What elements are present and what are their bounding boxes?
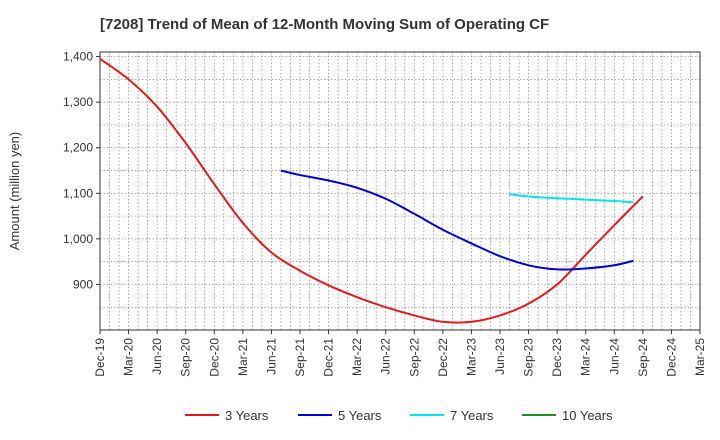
x-tick-label: Dec-19 <box>93 338 107 377</box>
x-tick-label: Mar-24 <box>579 338 593 376</box>
x-tick-label: Mar-22 <box>350 338 364 376</box>
x-tick-label: Jun-22 <box>379 338 393 375</box>
series-line-3-years <box>99 58 644 324</box>
y-tick-label: 1,400 <box>63 50 93 64</box>
grid <box>100 52 700 330</box>
x-tick-label: Jun-23 <box>493 338 507 375</box>
legend-label: 5 Years <box>338 408 382 423</box>
x-tick-label: Jun-21 <box>264 338 278 375</box>
series-line-7-years <box>509 193 634 204</box>
x-tick-label: Dec-23 <box>550 338 564 377</box>
y-tick-label: 1,100 <box>63 186 93 200</box>
legend: 3 Years 5 Years 7 Years 10 Years <box>185 408 613 423</box>
y-axis-label: Amount (million yen) <box>7 132 22 251</box>
x-tick-label: Mar-23 <box>464 338 478 376</box>
y-axis-ticks: 900 1,000 1,100 1,200 1,300 1,400 <box>63 50 100 291</box>
x-tick-label: Dec-21 <box>322 338 336 377</box>
x-tick-label: Dec-22 <box>436 338 450 377</box>
x-tick-label: Sep-20 <box>179 338 193 377</box>
x-tick-label: Dec-20 <box>207 338 221 377</box>
x-tick-label: Dec-24 <box>664 338 678 377</box>
series-line-5-years <box>280 169 634 271</box>
x-tick-label: Mar-20 <box>122 338 136 376</box>
x-tick-label: Jun-24 <box>607 338 621 375</box>
series-lines <box>99 58 644 324</box>
y-tick-label: 1,300 <box>63 95 93 109</box>
x-tick-label: Jun-20 <box>150 338 164 375</box>
legend-label: 7 Years <box>450 408 494 423</box>
y-tick-label: 1,200 <box>63 141 93 155</box>
y-tick-label: 900 <box>73 277 93 291</box>
y-tick-label: 1,000 <box>63 232 93 246</box>
plot-frame <box>99 51 701 331</box>
x-tick-label: Sep-23 <box>522 338 536 377</box>
x-tick-label: Mar-25 <box>693 338 707 376</box>
chart-title: [7208] Trend of Mean of 12-Month Moving … <box>100 16 549 33</box>
x-tick-label: Mar-21 <box>236 338 250 376</box>
x-tick-label: Sep-24 <box>636 338 650 377</box>
x-tick-label: Sep-21 <box>293 338 307 377</box>
legend-label: 3 Years <box>225 408 269 423</box>
legend-label: 10 Years <box>562 408 613 423</box>
x-axis-ticks: Dec-19 Mar-20 Jun-20 Sep-20 Dec-20 Mar-21 Jun-… <box>93 330 707 377</box>
x-tick-label: Sep-22 <box>407 338 421 377</box>
